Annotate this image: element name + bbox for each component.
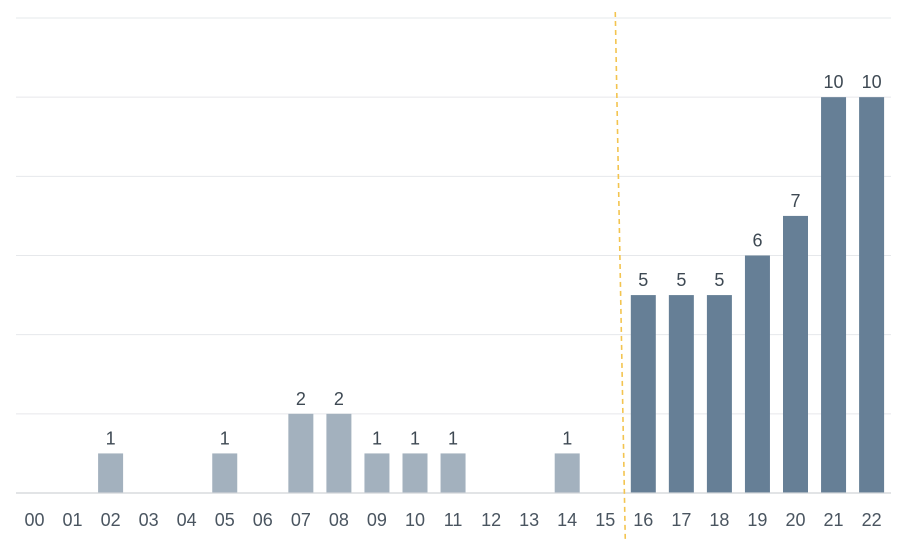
x-tick-label-00: 00 (24, 510, 44, 530)
data-labels: 1 1 2 2 1 1 1 1 5 5 5 6 7 10 10 (106, 72, 882, 448)
bar-07 (288, 413, 314, 493)
bars (98, 97, 885, 494)
bar-11 (440, 453, 466, 493)
data-label-18: 5 (714, 270, 724, 290)
x-tick-label-21: 21 (824, 510, 844, 530)
x-tick-label-01: 01 (63, 510, 83, 530)
bar-21 (821, 97, 847, 494)
x-tick-label-16: 16 (633, 510, 653, 530)
x-tick-label-18: 18 (709, 510, 729, 530)
bar-09 (364, 453, 390, 493)
data-label-16: 5 (638, 270, 648, 290)
x-tick-label-06: 06 (253, 510, 273, 530)
bar-05 (212, 453, 238, 493)
x-tick-label-14: 14 (557, 510, 577, 530)
x-tick-label-07: 07 (291, 510, 311, 530)
bar-16 (630, 295, 656, 493)
x-tick-label-03: 03 (139, 510, 159, 530)
data-label-11: 1 (448, 428, 458, 448)
bar-20 (783, 215, 808, 493)
bar-19 (744, 255, 770, 493)
x-tick-label-08: 08 (329, 510, 349, 530)
bar-22 (859, 97, 885, 494)
data-label-08: 2 (334, 389, 344, 409)
data-label-07: 2 (296, 389, 306, 409)
bar-17 (668, 295, 694, 493)
x-tick-labels: 00 01 02 03 04 05 06 07 08 09 10 11 12 13 14 15 16 17 18 19… (24, 510, 881, 530)
x-tick-label-15: 15 (595, 510, 615, 530)
x-tick-label-04: 04 (177, 510, 197, 530)
data-label-20: 7 (790, 191, 800, 211)
x-tick-label-10: 10 (405, 510, 425, 530)
bar-14 (554, 453, 580, 493)
data-label-21: 10 (824, 72, 844, 92)
data-label-02: 1 (106, 428, 116, 448)
data-label-10: 1 (410, 428, 420, 448)
x-tick-label-19: 19 (747, 510, 767, 530)
x-tick-label-09: 09 (367, 510, 387, 530)
data-label-19: 6 (752, 231, 762, 251)
x-tick-label-17: 17 (671, 510, 691, 530)
divider-line (614, 11, 627, 541)
x-tick-label-13: 13 (519, 510, 539, 530)
x-tick-label-20: 20 (785, 510, 805, 530)
x-tick-label-02: 02 (101, 510, 121, 530)
data-label-17: 5 (676, 270, 686, 290)
bar-02 (98, 453, 124, 493)
bar-18 (706, 295, 732, 493)
x-tick-label-05: 05 (215, 510, 235, 530)
data-label-22: 10 (862, 72, 882, 92)
data-label-05: 1 (220, 428, 230, 448)
data-label-09: 1 (372, 428, 382, 448)
x-tick-label-12: 12 (481, 510, 501, 530)
data-label-14: 1 (562, 428, 572, 448)
x-tick-label-11: 11 (444, 510, 463, 530)
bar-08 (326, 413, 352, 493)
x-tick-label-22: 22 (862, 510, 882, 530)
bar-10 (402, 453, 428, 493)
